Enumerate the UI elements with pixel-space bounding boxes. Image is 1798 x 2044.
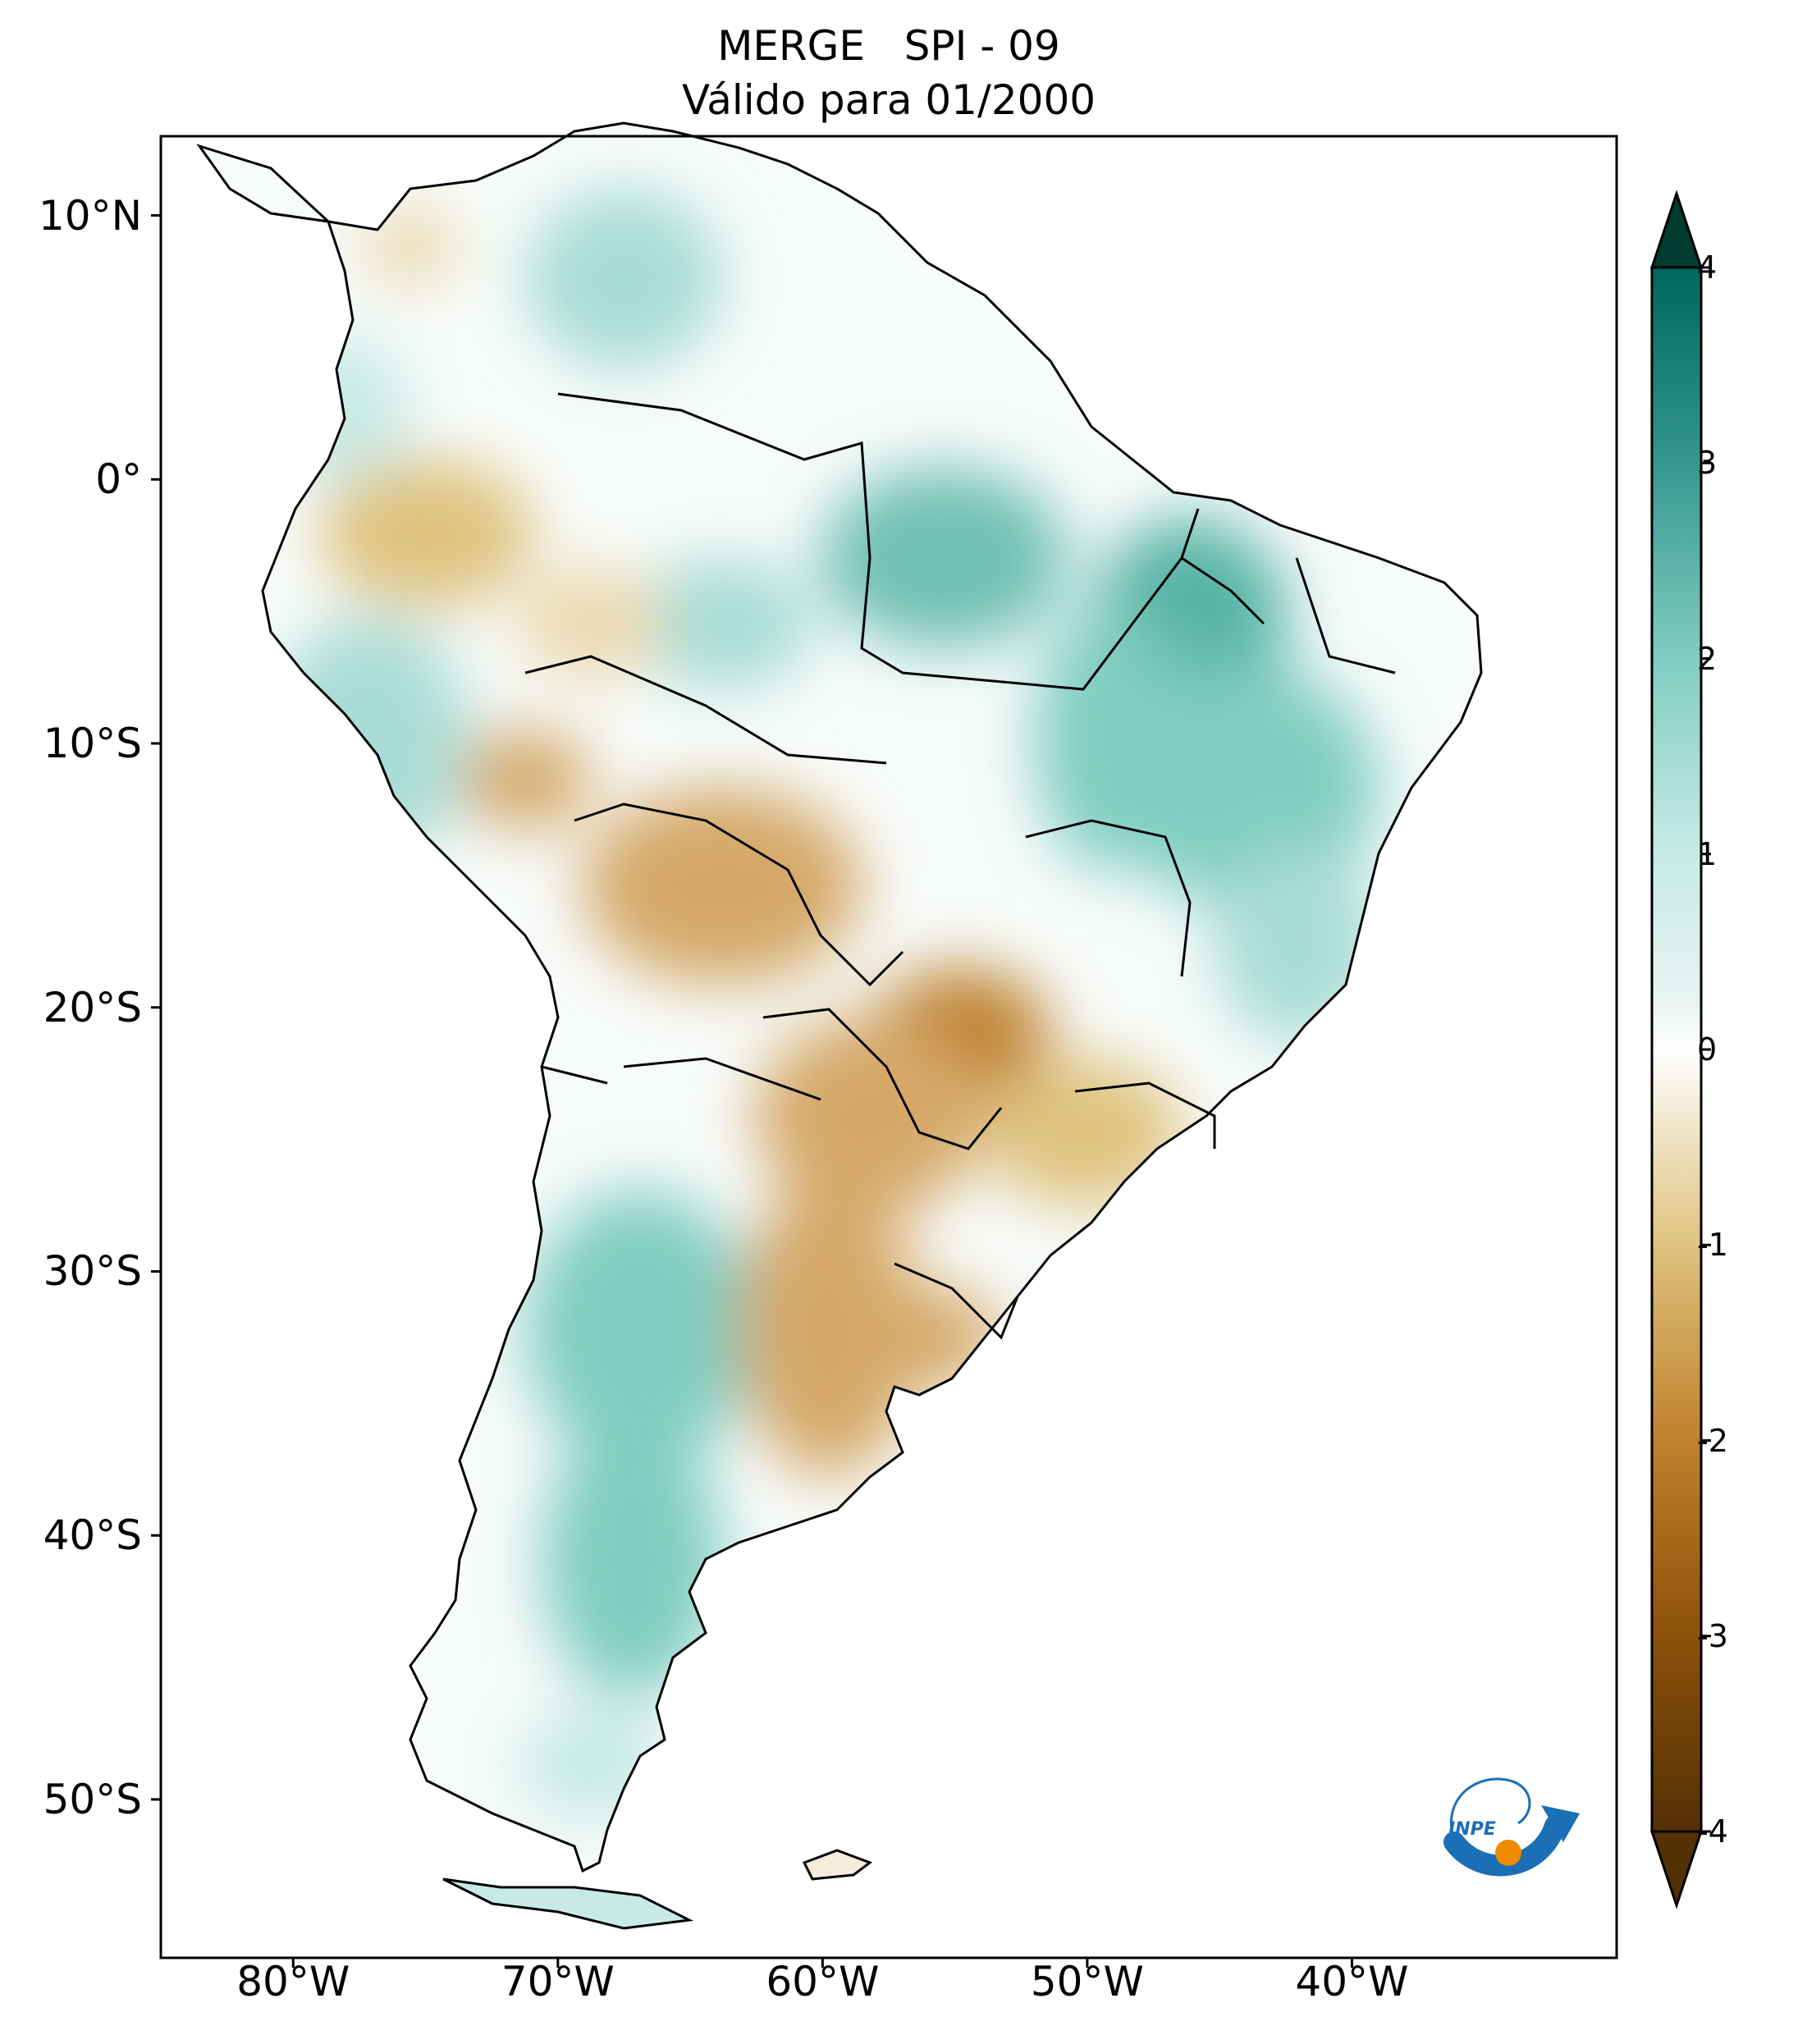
lat-ticks xyxy=(151,214,161,1801)
map-subtitle: Válido para 01/2000 xyxy=(681,76,1096,124)
colorbar-tick-label: -1 xyxy=(1697,1227,1728,1264)
colorbar-tick-label: -4 xyxy=(1697,1813,1728,1850)
spi-field xyxy=(199,123,1481,1871)
falkland-islands xyxy=(802,1849,873,1881)
lon-ticks xyxy=(291,1958,1353,1968)
lat-tick-label: 30°S xyxy=(43,1247,142,1296)
map-title: MERGE SPI - 09 xyxy=(717,22,1060,70)
logo-arrow-icon xyxy=(1541,1805,1580,1842)
lon-tick-label: 70°W xyxy=(501,1958,615,2005)
lon-tick-label: 40°W xyxy=(1295,1958,1409,2005)
lon-tick-label: 50°W xyxy=(1030,1958,1144,2005)
colorbar-extend-min xyxy=(1649,1830,1704,1909)
borders xyxy=(198,121,1483,1873)
colorbar xyxy=(1649,190,1711,1909)
lat-tick-label: 0° xyxy=(95,455,142,504)
colorbar-tick-label: 4 xyxy=(1697,249,1718,286)
colorbar-tick-label: 2 xyxy=(1697,640,1718,677)
logo-text: INPE xyxy=(1448,1819,1496,1840)
colorbar-bar xyxy=(1650,266,1703,1833)
colorbar-tick-label: -3 xyxy=(1697,1617,1728,1654)
lon-tick-label: 60°W xyxy=(766,1958,880,2005)
tierra-del-fuego xyxy=(442,1877,694,1930)
lat-tick-label: 10°N xyxy=(38,191,142,240)
lat-tick-label: 20°S xyxy=(43,983,142,1031)
lon-tick-label: 80°W xyxy=(236,1958,350,2005)
logo-dot-icon xyxy=(1495,1840,1521,1866)
lat-tick-label: 40°S xyxy=(43,1511,142,1560)
lat-tick-label: 50°S xyxy=(43,1775,142,1823)
colorbar-tick-label: 3 xyxy=(1697,445,1718,482)
colorbar-tick-label: 1 xyxy=(1697,835,1718,872)
colorbar-extend-max xyxy=(1649,190,1704,269)
lat-tick-label: 10°S xyxy=(43,720,142,767)
inpe-logo: INPE xyxy=(1443,1777,1580,1877)
plot-frame xyxy=(159,135,1618,1959)
colorbar-tick-label: -2 xyxy=(1697,1422,1728,1459)
colorbar-tick-label: 0 xyxy=(1697,1031,1718,1068)
